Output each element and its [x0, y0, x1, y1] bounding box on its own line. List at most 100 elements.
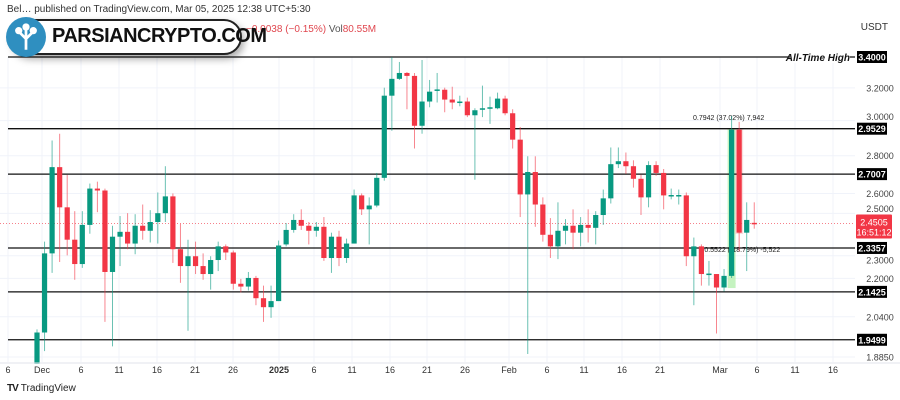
candle-body	[396, 72, 402, 79]
candle	[691, 237, 697, 306]
level-price-label: 2.1425	[858, 287, 886, 297]
candle-body	[374, 177, 380, 206]
level-label-bg	[790, 50, 850, 63]
candle-body	[351, 195, 357, 244]
candle	[87, 183, 93, 234]
candle-body	[34, 332, 40, 364]
candle	[555, 202, 561, 260]
candle	[276, 240, 282, 302]
candle	[79, 211, 85, 268]
candle	[661, 168, 667, 210]
tree-logo-icon	[6, 17, 46, 57]
candle-body	[525, 171, 531, 195]
candle-body	[313, 226, 319, 231]
candle-body	[87, 188, 93, 225]
candle	[230, 250, 236, 290]
level-price-tag	[857, 333, 887, 346]
candle-body	[283, 229, 289, 245]
candle	[306, 222, 312, 245]
candle	[638, 174, 644, 216]
candle-body	[713, 274, 720, 288]
candle	[683, 192, 689, 267]
candle	[487, 96, 493, 124]
y-tick-label: 3.0000	[866, 112, 894, 122]
publish-info: Bel… published on TradingView.com, Mar 0…	[7, 4, 311, 15]
candle-body	[41, 253, 48, 333]
watermark-logo: PARSIANCRYPTO.COM	[6, 17, 267, 57]
candle	[419, 60, 425, 134]
level-price-tag	[857, 285, 887, 298]
time-axis[interactable]: 6 Dec 6 11 16 21 26 2025 6 11 16 21 26 Feb 6 11 16 21 Mar 6…	[0, 362, 900, 375]
candle-body	[343, 243, 350, 259]
candle-body	[200, 266, 206, 275]
level-price-tag	[857, 51, 887, 63]
currency-label: USDT	[860, 22, 888, 33]
candle-body	[336, 236, 342, 259]
candle	[381, 87, 387, 181]
candle	[117, 216, 123, 267]
candle	[449, 86, 455, 110]
candle-body	[79, 224, 85, 265]
candle-body	[404, 72, 410, 76]
level-price-tag	[857, 122, 887, 135]
candle	[57, 133, 63, 263]
candle	[208, 256, 214, 290]
candle	[72, 211, 78, 280]
candle-body	[464, 101, 470, 116]
candle	[328, 232, 335, 273]
candle	[177, 223, 184, 283]
volume-label: Vol	[328, 24, 343, 35]
candle	[366, 197, 372, 245]
candle	[155, 192, 161, 244]
candle	[283, 223, 289, 247]
x-tick-label: 16	[617, 365, 627, 375]
candle	[351, 189, 357, 244]
candle	[140, 204, 146, 240]
all-time-high-label: All-Time High	[785, 53, 850, 64]
candle-body	[608, 164, 614, 199]
candle-body	[494, 98, 501, 109]
x-tick-label: 11	[114, 365, 123, 375]
candle-body	[72, 239, 78, 265]
x-tick-label: 16	[152, 365, 162, 375]
candle-body	[162, 196, 168, 214]
candle	[540, 197, 546, 242]
candle	[427, 79, 433, 108]
candle	[321, 217, 327, 261]
candle-body	[147, 222, 153, 231]
candle	[479, 85, 486, 118]
candle-body	[306, 225, 312, 231]
candle	[615, 147, 621, 169]
level-price-label: 2.9529	[858, 124, 886, 134]
candle	[343, 238, 350, 263]
candle-body	[298, 219, 304, 226]
x-tick-label: 6	[754, 365, 759, 375]
x-tick-label: Dec	[34, 365, 51, 375]
x-tick-label: 6	[311, 365, 316, 375]
candle	[253, 275, 259, 306]
candle	[291, 214, 297, 233]
candle-body	[751, 222, 757, 225]
candle	[630, 160, 637, 188]
tradingview-brand[interactable]: TV TradingView	[7, 383, 76, 394]
candle-body	[457, 101, 463, 104]
candle-body	[57, 167, 63, 208]
price-axis[interactable]: 3.2000 3.0000 2.8000 2.6000 2.5000 2.3000 2.20…	[856, 51, 894, 363]
candle-body	[585, 224, 591, 228]
level-price-label: 2.3357	[858, 243, 886, 253]
level-price-tag	[857, 168, 887, 181]
watermark-text: PARSIANCRYPTO.COM	[52, 25, 267, 47]
candle	[132, 214, 138, 255]
candle	[698, 244, 704, 286]
candle-body	[517, 139, 523, 195]
candle	[706, 260, 712, 286]
candle-body	[389, 78, 395, 96]
candle-body	[676, 195, 682, 197]
last-price-tag	[856, 214, 892, 239]
candle-body	[140, 225, 146, 231]
candle-body	[381, 95, 387, 178]
brand-text: TradingView	[20, 383, 76, 394]
candle-body	[185, 256, 191, 267]
candle	[578, 217, 584, 247]
